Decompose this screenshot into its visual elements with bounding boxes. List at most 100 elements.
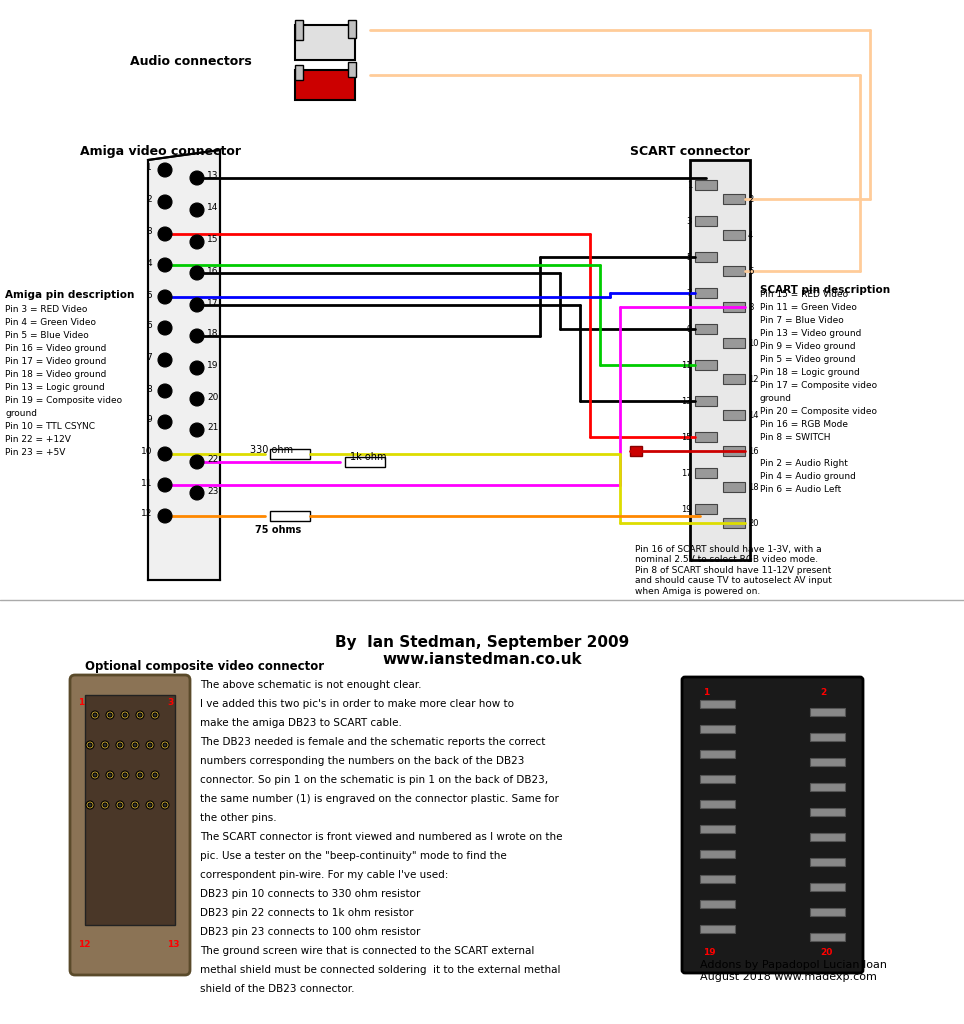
- Circle shape: [106, 711, 114, 719]
- Text: methal shield must be connected soldering  it to the external methal: methal shield must be connected solderin…: [200, 965, 560, 975]
- Text: 11: 11: [141, 478, 152, 487]
- Circle shape: [118, 743, 122, 746]
- Text: Pin 4 = Audio ground: Pin 4 = Audio ground: [760, 472, 856, 481]
- Bar: [700, 825, 735, 833]
- Text: 3: 3: [167, 698, 174, 707]
- Text: 16: 16: [207, 266, 219, 275]
- Bar: [723, 266, 745, 276]
- Text: Pin 16 of SCART should have 1-3V, with a
nominal 2.5V to select RGB video mode.
: Pin 16 of SCART should have 1-3V, with a…: [635, 545, 832, 596]
- Text: The SCART connector is front viewed and numbered as I wrote on the: The SCART connector is front viewed and …: [200, 831, 563, 842]
- Text: Pin 19 = Composite video: Pin 19 = Composite video: [5, 396, 122, 406]
- Text: 8: 8: [147, 384, 152, 393]
- Bar: [810, 883, 845, 891]
- Circle shape: [108, 773, 112, 777]
- Circle shape: [138, 773, 142, 777]
- Text: 2: 2: [748, 195, 753, 204]
- Circle shape: [158, 321, 172, 335]
- Text: Optional composite video connector: Optional composite video connector: [85, 660, 324, 673]
- Bar: [810, 808, 845, 816]
- Circle shape: [146, 741, 154, 749]
- Text: Pin 7 = Blue Video: Pin 7 = Blue Video: [760, 316, 844, 325]
- Text: shield of the DB23 connector.: shield of the DB23 connector.: [200, 984, 355, 994]
- Text: Amiga video connector: Amiga video connector: [80, 145, 241, 158]
- Text: The ground screen wire that is connected to the SCART external: The ground screen wire that is connected…: [200, 946, 534, 956]
- Text: Pin 13 = Logic ground: Pin 13 = Logic ground: [5, 383, 105, 392]
- Circle shape: [118, 803, 122, 807]
- Text: Pin 16 = RGB Mode: Pin 16 = RGB Mode: [760, 420, 848, 429]
- Text: Pin 10 = TTL CSYNC: Pin 10 = TTL CSYNC: [5, 422, 95, 431]
- Circle shape: [190, 423, 204, 437]
- Bar: [700, 700, 735, 708]
- Text: 13: 13: [207, 171, 219, 180]
- Circle shape: [158, 258, 172, 272]
- Text: pic. Use a tester on the "beep-continuity" mode to find the: pic. Use a tester on the "beep-continuit…: [200, 851, 507, 861]
- Circle shape: [146, 801, 154, 809]
- Bar: [700, 925, 735, 933]
- Bar: [270, 449, 310, 459]
- Circle shape: [108, 713, 112, 717]
- Text: 12: 12: [141, 510, 152, 518]
- Text: Pin 23 = +5V: Pin 23 = +5V: [5, 449, 66, 457]
- Text: 15: 15: [207, 236, 219, 245]
- Text: 15: 15: [682, 432, 692, 441]
- Bar: [723, 302, 745, 312]
- Text: Pin 3 = RED Video: Pin 3 = RED Video: [5, 305, 88, 314]
- Text: 4: 4: [748, 230, 753, 240]
- Bar: [700, 900, 735, 908]
- Text: 5: 5: [686, 253, 692, 261]
- Bar: [348, 20, 356, 38]
- Text: Pin 5 = Blue Video: Pin 5 = Blue Video: [5, 331, 89, 340]
- Text: 13: 13: [682, 396, 692, 406]
- Text: 19: 19: [207, 361, 219, 371]
- Text: DB23 pin 22 connects to 1k ohm resistor: DB23 pin 22 connects to 1k ohm resistor: [200, 908, 414, 918]
- Circle shape: [91, 771, 99, 779]
- Text: Pin 17 = Composite video: Pin 17 = Composite video: [760, 381, 877, 390]
- Text: make the amiga DB23 to SCART cable.: make the amiga DB23 to SCART cable.: [200, 718, 402, 728]
- Circle shape: [151, 711, 159, 719]
- Circle shape: [148, 743, 152, 746]
- Circle shape: [123, 713, 127, 717]
- Bar: [695, 396, 717, 406]
- Circle shape: [138, 713, 142, 717]
- Text: 1: 1: [147, 164, 152, 172]
- Polygon shape: [148, 150, 220, 580]
- Circle shape: [190, 486, 204, 500]
- Text: 20: 20: [207, 392, 219, 401]
- Text: 19: 19: [682, 505, 692, 513]
- Text: 2: 2: [147, 196, 152, 205]
- Bar: [695, 504, 717, 514]
- Circle shape: [101, 741, 109, 749]
- Bar: [295, 65, 303, 80]
- Text: DB23 pin 10 connects to 330 ohm resistor: DB23 pin 10 connects to 330 ohm resistor: [200, 889, 420, 899]
- Bar: [700, 850, 735, 858]
- Circle shape: [190, 171, 204, 185]
- Circle shape: [161, 741, 169, 749]
- Circle shape: [190, 234, 204, 249]
- Text: 2: 2: [820, 688, 826, 697]
- Text: 10: 10: [748, 339, 759, 347]
- Text: Pin 4 = Green Video: Pin 4 = Green Video: [5, 318, 96, 327]
- Bar: [723, 410, 745, 420]
- Circle shape: [190, 203, 204, 217]
- Bar: [810, 733, 845, 741]
- Bar: [85, 695, 175, 925]
- Text: 18: 18: [748, 482, 759, 492]
- Bar: [695, 432, 717, 442]
- Text: Pin 20 = Composite video: Pin 20 = Composite video: [760, 407, 877, 416]
- Text: Pin 8 = SWITCH: Pin 8 = SWITCH: [760, 433, 831, 442]
- Text: SCART pin description: SCART pin description: [760, 285, 890, 295]
- Text: 4: 4: [147, 258, 152, 267]
- Text: 7: 7: [147, 353, 152, 362]
- Text: 14: 14: [748, 411, 759, 420]
- Bar: [270, 511, 310, 521]
- Text: 17: 17: [207, 299, 219, 307]
- Circle shape: [133, 743, 137, 746]
- Circle shape: [190, 298, 204, 312]
- Bar: [723, 518, 745, 528]
- Bar: [810, 783, 845, 791]
- Circle shape: [103, 743, 107, 746]
- Circle shape: [161, 801, 169, 809]
- Circle shape: [88, 743, 92, 746]
- Text: 18: 18: [207, 330, 219, 339]
- Circle shape: [158, 478, 172, 492]
